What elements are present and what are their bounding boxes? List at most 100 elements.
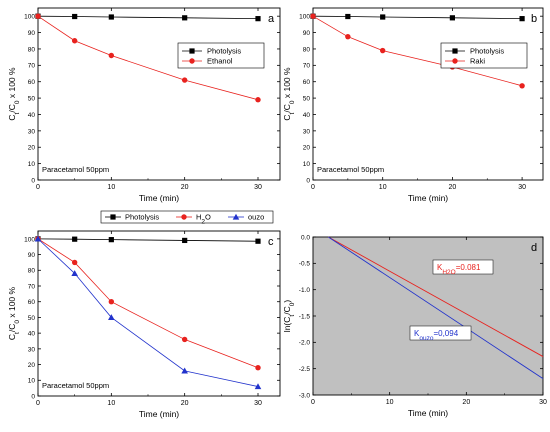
plot-frame	[37, 7, 281, 181]
text-part: ln(C	[282, 317, 292, 333]
data-point	[181, 336, 188, 343]
legend-marker	[452, 48, 458, 54]
data-point	[108, 237, 114, 243]
data-point	[34, 235, 42, 242]
legend-label: Ethanol	[207, 57, 233, 66]
legend-marker	[232, 213, 240, 220]
y-tick-label: 50	[303, 95, 311, 102]
panel-letter: a	[268, 13, 275, 25]
x-axis-label: Time (min)	[139, 409, 179, 419]
y-tick-label: 30	[28, 346, 36, 353]
chart-panel-b: 0 10 20 30 0 10 20 30 40 50 60 70 80 90 100 Time (min) C…	[282, 7, 544, 203]
y-tick-label: -2.0	[299, 340, 311, 347]
text-part: /C	[282, 104, 292, 113]
y-tick-label: -0.5	[299, 261, 311, 268]
y-tick-label: 100	[24, 236, 35, 243]
legend-box	[440, 42, 528, 69]
data-point	[108, 14, 114, 20]
y-tick-label: 30	[303, 128, 311, 135]
subscript: H	[442, 269, 447, 276]
data-point	[35, 13, 41, 19]
subscript: t	[14, 332, 21, 334]
y-tick-label: 0.0	[301, 234, 310, 241]
subscript: 2	[201, 218, 205, 225]
data-point	[519, 16, 525, 22]
legend-marker	[189, 58, 195, 64]
text-part: K	[414, 329, 420, 338]
plot-area	[313, 237, 543, 395]
data-point	[72, 13, 78, 20]
y-tick-label: -3.0	[299, 392, 311, 399]
data-point	[71, 270, 78, 277]
plot-area	[38, 8, 280, 180]
y-tick-label: 80	[28, 46, 36, 53]
data-point	[255, 97, 261, 103]
x-tick-label: 0	[36, 184, 40, 191]
text-part: =0,094	[433, 329, 458, 338]
x-tick-label: 20	[181, 184, 189, 191]
series-line	[328, 236, 544, 380]
y-tick-label: 60	[303, 79, 311, 86]
y-tick-label: -1.5	[299, 313, 311, 320]
x-axis-label: Time (min)	[139, 193, 179, 203]
plot-area	[313, 8, 543, 180]
legend-marker	[181, 214, 187, 220]
y-tick-label: 80	[303, 46, 311, 53]
data-point	[181, 77, 188, 83]
data-point	[345, 13, 351, 20]
text-part: =0.081	[456, 263, 481, 272]
subscript: 2	[447, 269, 451, 276]
y-tick-label: 60	[28, 79, 36, 86]
legend-label: Photolysis	[125, 213, 159, 222]
data-point	[254, 383, 262, 390]
series-line	[328, 236, 544, 357]
sample-annotation: Paracetamol 50ppm	[42, 165, 109, 174]
y-tick-label: 60	[28, 299, 36, 306]
text-part: x 100 %	[7, 286, 17, 320]
y-tick-label: 90	[28, 252, 36, 259]
data-point	[255, 16, 261, 22]
x-tick-label: 10	[107, 184, 115, 191]
data-point	[182, 237, 188, 244]
y-tick-label: 40	[28, 112, 36, 119]
y-tick-label: 10	[28, 161, 36, 168]
rate-constant-box	[409, 325, 472, 341]
subscript: t	[289, 315, 296, 317]
text-part: C	[282, 114, 292, 120]
rate-constant-label: Kouzo=0,094	[414, 329, 459, 342]
y-tick-label: 100	[299, 14, 310, 21]
x-tick-label: 0	[36, 400, 40, 407]
legend-label: H2O	[196, 213, 211, 226]
y-tick-label: -2.5	[299, 366, 311, 373]
data-point	[519, 83, 525, 89]
data-point	[181, 367, 188, 374]
legend-marker	[189, 48, 195, 54]
data-point	[345, 33, 351, 40]
x-tick-label: 20	[462, 399, 470, 406]
x-tick-label: 10	[379, 184, 387, 191]
text-part: C	[7, 114, 17, 120]
y-tick-label: 20	[28, 362, 36, 369]
data-point	[379, 47, 386, 54]
y-tick-label: -1.0	[299, 287, 311, 294]
text-part: O	[205, 213, 211, 222]
y-tick-label: 40	[303, 112, 311, 119]
y-tick-label: 70	[28, 283, 36, 290]
plot-frame	[37, 230, 281, 397]
subscript: 0	[289, 302, 296, 306]
subscript: 0	[14, 100, 21, 104]
data-point	[71, 259, 78, 266]
x-tick-label: 20	[448, 184, 456, 191]
data-point	[71, 38, 78, 44]
y-tick-label: 80	[28, 268, 36, 275]
x-tick-label: 30	[254, 400, 262, 407]
text-part: /C	[7, 104, 17, 113]
subscript: 0	[289, 100, 296, 104]
y-tick-label: 10	[28, 378, 36, 385]
y-tick-label: 0	[31, 177, 35, 184]
y-tick-label: 90	[303, 30, 311, 37]
y-axis-label: ln(Ct/C0)	[282, 300, 296, 333]
y-tick-label: 0	[31, 393, 35, 400]
